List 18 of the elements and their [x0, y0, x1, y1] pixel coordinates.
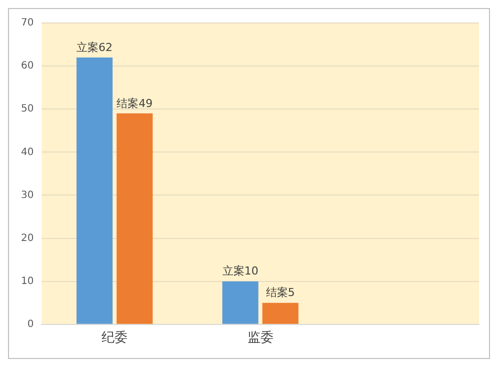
y-tick-label: 20: [20, 232, 34, 244]
bar: [262, 302, 298, 324]
y-tick-label: 60: [20, 60, 34, 72]
data-label: 结案49: [116, 96, 153, 110]
bar: [222, 281, 258, 324]
y-tick-label: 10: [20, 276, 34, 287]
y-tick-label: 70: [20, 18, 34, 29]
bar: [116, 113, 153, 324]
data-label: 立案10: [222, 264, 258, 278]
y-tick-label: 0: [27, 318, 34, 330]
data-label: 结案5: [266, 286, 295, 300]
data-label: 立案62: [76, 40, 113, 54]
y-tick-label: 40: [20, 146, 34, 158]
x-tick-label: 监委: [247, 330, 274, 346]
x-tick-label: 纪委: [102, 330, 128, 346]
y-tick-label: 30: [20, 190, 34, 201]
bar: [76, 57, 113, 324]
y-tick-label: 50: [20, 104, 34, 115]
